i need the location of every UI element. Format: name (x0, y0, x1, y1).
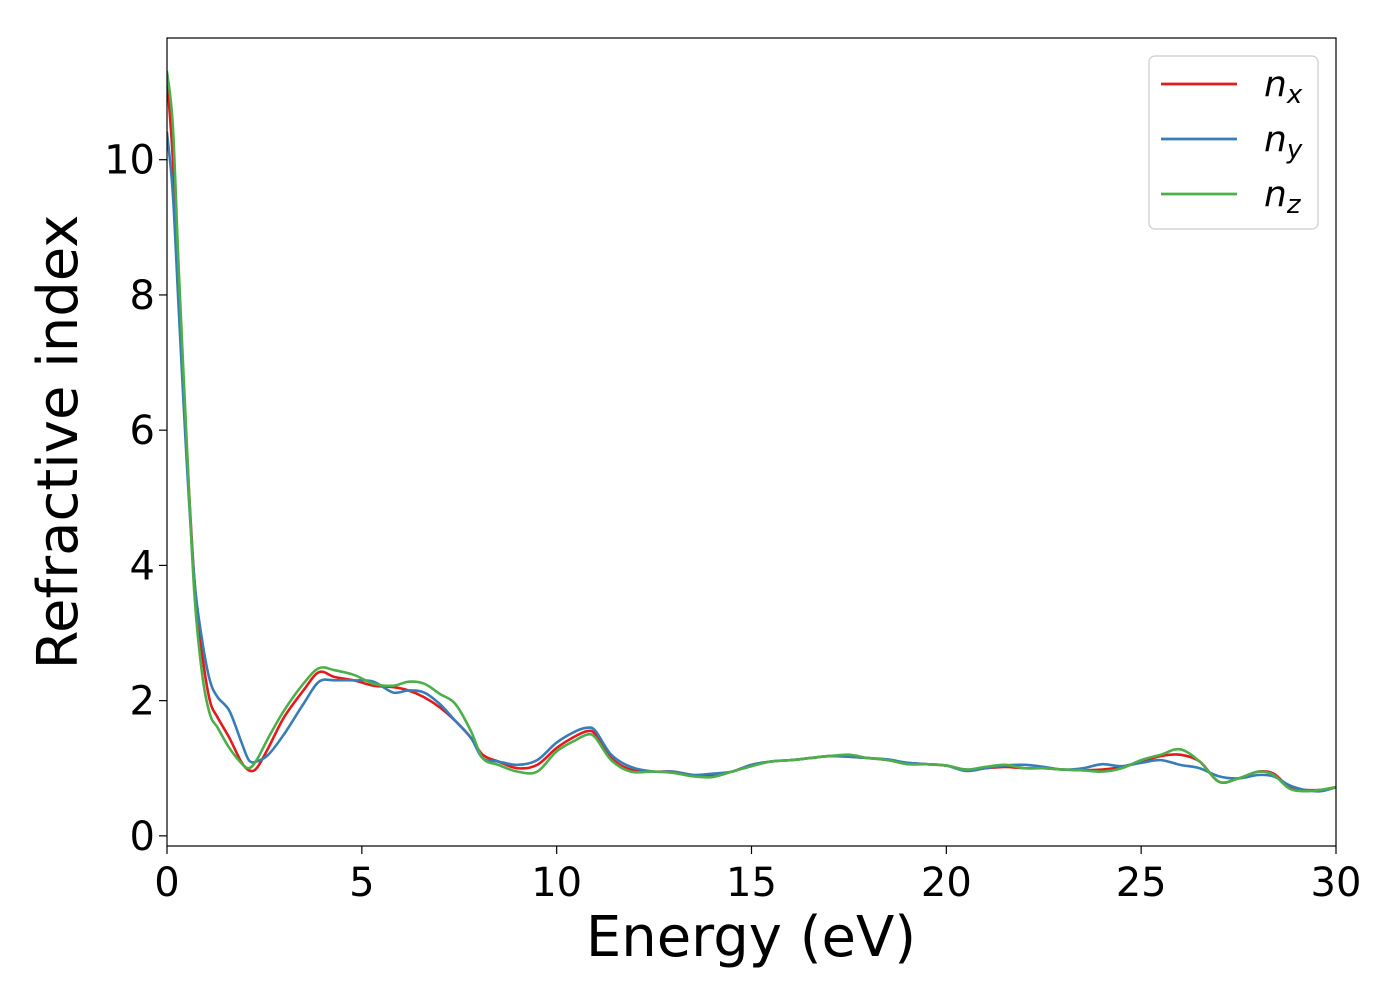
legend-label-base: n (1264, 64, 1287, 105)
x-tick-label: 10 (531, 860, 582, 906)
y-tick-label: 0 (130, 814, 155, 860)
y-tick-label: 10 (104, 138, 155, 184)
legend-label-nx: nx (1264, 64, 1303, 110)
x-tick-label: 25 (1116, 860, 1167, 906)
legend-label-base: n (1264, 174, 1287, 215)
legend-label-nz: nz (1264, 174, 1302, 220)
legend-label-subscript: y (1286, 135, 1303, 165)
x-tick-label: 5 (349, 860, 374, 906)
x-axis-title: Energy (eV) (586, 905, 916, 970)
legend-label-base: n (1264, 119, 1287, 160)
x-tick-label: 15 (726, 860, 777, 906)
y-axis-ticks: 0 2 4 6 8 10 (104, 138, 167, 860)
x-axis-ticks: 0 5 10 15 20 25 30 (154, 846, 1361, 906)
x-tick-label: 30 (1311, 860, 1362, 906)
x-tick-label: 20 (921, 860, 972, 906)
x-tick-label: 0 (154, 860, 179, 906)
y-tick-label: 4 (130, 543, 155, 589)
series-layer (167, 70, 1336, 793)
y-tick-label: 2 (130, 679, 155, 725)
series-line-nz (167, 70, 1336, 793)
y-axis-title: Refractive index (26, 215, 91, 670)
legend-label-ny: ny (1264, 119, 1303, 165)
y-tick-label: 6 (130, 408, 155, 454)
legend-box (1148, 55, 1319, 230)
legend-label-subscript: x (1286, 80, 1303, 110)
y-tick-label: 8 (130, 273, 155, 319)
legend-label-subscript: z (1286, 190, 1302, 220)
